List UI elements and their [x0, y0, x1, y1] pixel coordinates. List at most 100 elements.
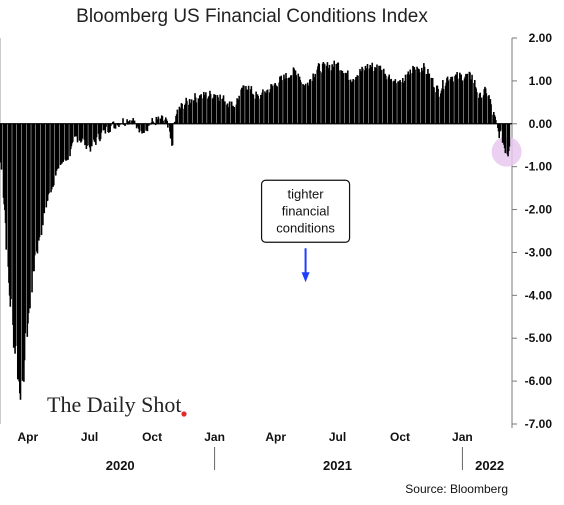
bar [214, 94, 217, 124]
bar [10, 123, 12, 300]
bar [113, 123, 115, 129]
bar [233, 107, 236, 124]
bar [380, 69, 383, 124]
bar [247, 85, 250, 124]
bar [404, 74, 407, 124]
bar [323, 64, 326, 124]
bar [290, 75, 293, 124]
watermark: The Daily Shot [47, 392, 187, 417]
bar [262, 89, 264, 124]
bar [428, 73, 431, 124]
bar [90, 123, 93, 147]
bar [167, 123, 169, 128]
bar [127, 121, 130, 124]
bar [43, 123, 46, 214]
bar [319, 71, 321, 124]
y-tick-label: 2.00 [529, 31, 553, 45]
bar [295, 75, 297, 124]
bar [67, 123, 69, 160]
bar [437, 96, 440, 124]
annotation-text: tighter [287, 186, 324, 201]
bar [146, 123, 149, 132]
bar [129, 120, 131, 124]
bar [447, 80, 450, 124]
bar [476, 92, 478, 124]
bar [161, 116, 164, 124]
bar [357, 75, 359, 124]
bar [228, 101, 231, 124]
bar [418, 72, 421, 124]
bar [116, 123, 119, 126]
y-tick-label: -2.00 [525, 203, 553, 217]
bar [118, 123, 120, 128]
bar [176, 109, 179, 124]
x-tick-label: Jul [81, 430, 98, 444]
bar [114, 123, 117, 129]
bar [131, 120, 133, 124]
bar [338, 70, 340, 124]
bar [181, 103, 183, 124]
bar [148, 123, 150, 126]
bar [117, 122, 120, 124]
bar [162, 120, 164, 124]
bar [205, 92, 207, 124]
bar [414, 69, 416, 124]
bar [14, 123, 17, 346]
bar [471, 74, 473, 124]
bar [52, 123, 55, 186]
bar [104, 123, 107, 134]
bar [342, 73, 345, 124]
bar [190, 99, 193, 124]
bar [33, 123, 36, 256]
bar [399, 82, 402, 124]
bar [24, 123, 27, 334]
bar [109, 123, 111, 132]
bar [333, 60, 336, 124]
bar [466, 73, 469, 124]
bar [154, 123, 157, 126]
x-tick-label: Oct [390, 430, 410, 444]
bar [328, 64, 331, 124]
bar [0, 123, 3, 170]
bar [132, 118, 135, 124]
bar [490, 104, 492, 124]
bar [285, 78, 288, 124]
bar [122, 118, 124, 124]
bar [29, 123, 31, 309]
bar [48, 123, 50, 193]
bar [166, 120, 168, 124]
y-tick-label: -4.00 [525, 288, 553, 302]
bar [131, 123, 134, 125]
bar [433, 87, 435, 124]
bar [499, 123, 502, 131]
bar [271, 86, 274, 124]
bar [150, 123, 152, 125]
bar [390, 78, 393, 124]
bar [86, 123, 88, 146]
annotation-arrow-head [301, 272, 310, 283]
bar [508, 123, 511, 147]
bar [385, 79, 388, 124]
y-tick-label: 0.00 [529, 117, 553, 131]
bar [457, 78, 459, 124]
chart-title: Bloomberg US Financial Conditions Index [76, 6, 428, 27]
bar [81, 123, 84, 139]
bar [309, 79, 312, 124]
bar [352, 79, 355, 124]
bar [143, 123, 145, 133]
bar [276, 86, 278, 124]
bar [504, 123, 507, 154]
bar [376, 64, 378, 124]
bar [110, 123, 112, 127]
y-tick-label: -3.00 [525, 245, 553, 259]
bar [5, 123, 8, 250]
bar [141, 123, 143, 134]
bar [347, 79, 350, 124]
y-tick-label: -5.00 [525, 331, 553, 345]
x-axis: Apr Jul Oct Jan Apr Jul Oct Jan 2020 2021 2022 [17, 430, 504, 473]
bar [62, 123, 65, 162]
bar [38, 123, 41, 238]
bar [257, 95, 259, 124]
bar [252, 94, 255, 124]
x-tick-label: Jul [329, 430, 346, 444]
